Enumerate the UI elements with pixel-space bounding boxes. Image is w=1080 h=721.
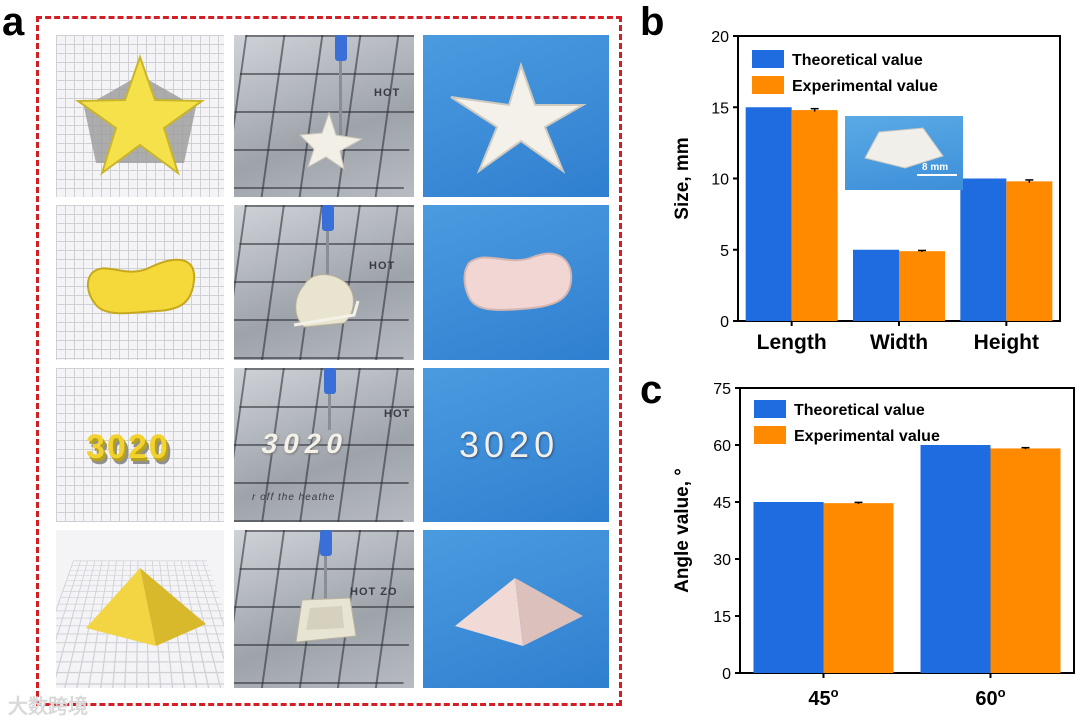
legend-label: Theoretical value — [792, 52, 923, 69]
y-tick-label: 10 — [711, 172, 729, 189]
bar-theoretical-value — [920, 445, 991, 673]
bar-experimental-value — [1006, 181, 1053, 321]
print-3020-text: 3020 — [258, 428, 352, 459]
y-tick-label: 0 — [722, 666, 731, 683]
hot-label: HOT — [384, 408, 411, 420]
bar-experimental-value — [823, 503, 894, 673]
pyramid-model-icon — [86, 568, 206, 646]
legend-label: Experimental value — [794, 428, 940, 445]
x-tick-label: 45o — [808, 685, 838, 710]
bar-theoretical-value — [960, 178, 1007, 321]
panel-label-a: a — [2, 0, 25, 44]
bar-experimental-value — [791, 110, 838, 321]
panel-label-b: b — [640, 0, 665, 44]
star-print-shape — [298, 111, 364, 171]
tooth-final-photo — [423, 205, 609, 360]
pyramid-print-shape — [295, 597, 357, 643]
inset-photo: 8 mm — [845, 116, 963, 190]
pyramid-final-photo — [423, 530, 609, 688]
inset-model-shape — [864, 127, 944, 169]
star-final-photo — [423, 35, 609, 197]
bar-theoretical-value — [745, 107, 792, 321]
y-tick-label: 30 — [713, 552, 731, 569]
watermark-text: 大数跨境 — [8, 696, 88, 718]
y-tick-label: 20 — [711, 29, 729, 46]
x-tick-label: Width — [870, 331, 928, 354]
hot-label: HOT — [374, 87, 401, 99]
star-model-icon — [74, 53, 206, 176]
inset-scale-label: 8 mm — [922, 162, 949, 173]
star-cad-model — [56, 35, 224, 197]
y-tick-label: 45 — [713, 495, 731, 512]
bar-theoretical-value — [753, 502, 824, 673]
text-final-photo: 3020 — [423, 368, 609, 522]
bar-experimental-value — [899, 251, 945, 321]
y-axis-label: Size, mm — [672, 137, 693, 219]
y-tick-label: 5 — [720, 243, 729, 260]
y-tick-label: 60 — [713, 438, 731, 455]
chart-c-angle: 0 15 30 45 60 75 Angle value, ° 45o 60o Theoretic… — [672, 381, 1075, 710]
x-tick-label: Height — [974, 331, 1039, 354]
tooth-cad-model — [56, 205, 224, 360]
tooth-printing-photo: HOT — [234, 205, 414, 360]
legend-label: Experimental value — [792, 78, 938, 95]
plot-frame — [739, 387, 1075, 674]
plate-caption: r off the heathe — [252, 492, 336, 503]
y-tick-label: 15 — [711, 100, 729, 117]
panel-a-frame — [36, 16, 622, 706]
pyramid-final-shape — [455, 578, 583, 646]
chart-b-size: 0 5 10 15 20 Size, mm Length Width Height Theoret… — [672, 29, 1061, 354]
tooth-print-shape — [293, 274, 360, 328]
x-tick-label: 60o — [975, 685, 1005, 710]
tooth-final-shape — [463, 252, 573, 311]
y-tick-label: 0 — [720, 314, 729, 331]
legend-swatch — [754, 426, 786, 444]
legend-label: Theoretical value — [794, 402, 925, 419]
text-cad-model: 3020 — [56, 368, 224, 522]
y-tick-label: 15 — [713, 609, 731, 626]
hot-label: HOT ZO — [350, 586, 398, 598]
inset-scale-bar — [917, 174, 957, 176]
legend-swatch — [752, 50, 784, 68]
photo-3020-text: 3020 — [459, 424, 560, 465]
bar-experimental-value — [990, 448, 1061, 673]
panel-label-c: c — [640, 368, 663, 412]
star-printing-photo: HOT — [234, 35, 414, 197]
legend-swatch — [752, 76, 784, 94]
x-tick-label: Length — [757, 331, 827, 354]
legend-swatch — [754, 400, 786, 418]
y-axis-label: Angle value, ° — [672, 468, 693, 593]
tooth-model-icon — [86, 258, 196, 315]
y-tick-label: 75 — [713, 381, 731, 398]
text-printing-photo: HOT 3020 r off the heathe — [234, 368, 414, 522]
star-final-shape — [450, 61, 587, 174]
pyramid-cad-model — [56, 530, 224, 688]
pyramid-printing-photo: HOT ZO — [234, 530, 414, 688]
cad-3020-text: 3020 — [86, 428, 170, 466]
bar-theoretical-value — [853, 249, 899, 321]
hot-label: HOT — [369, 260, 396, 272]
